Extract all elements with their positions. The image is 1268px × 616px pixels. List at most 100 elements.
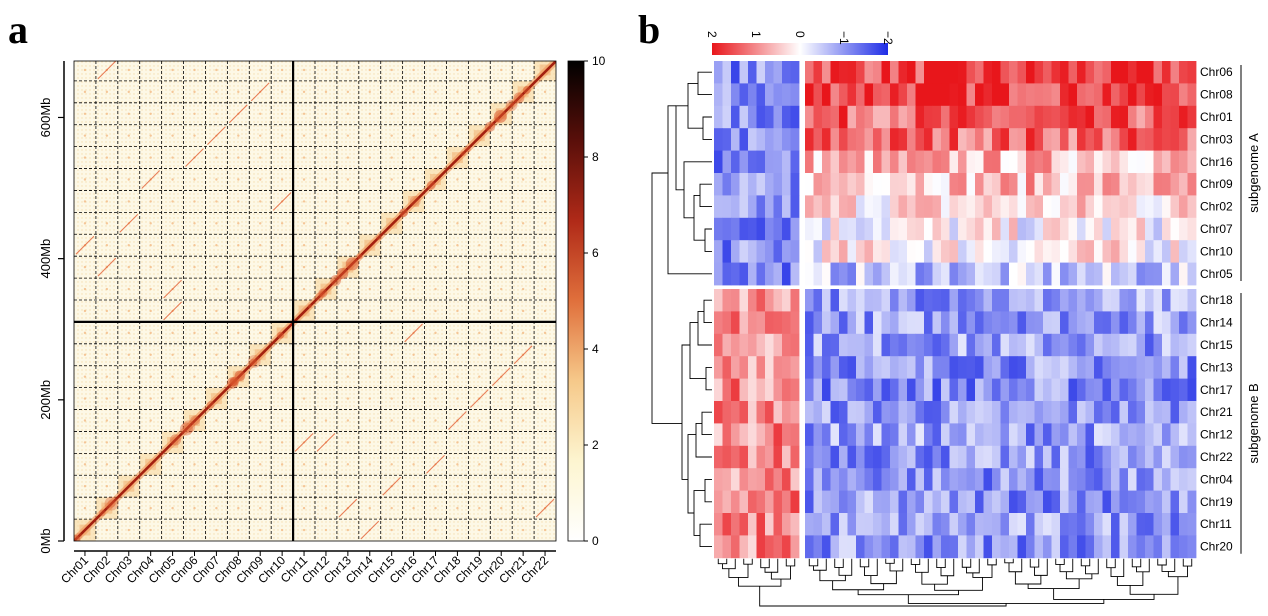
- heatmap-cell: [992, 490, 1001, 514]
- heatmap-cell: [1102, 490, 1112, 514]
- hic-interchrom-dot: [83, 485, 87, 488]
- heatmap-cell: [1068, 311, 1078, 335]
- heatmap-cell: [1077, 401, 1086, 424]
- heatmap-cell: [714, 217, 723, 241]
- heatmap-cell: [898, 535, 908, 559]
- hic-interchrom-dot: [521, 419, 525, 422]
- heatmap-cell: [907, 445, 916, 469]
- heatmap-cell: [1170, 195, 1180, 219]
- heatmap-cell: [1187, 83, 1197, 107]
- heatmap-cell: [1077, 333, 1086, 357]
- heatmap-cell: [765, 61, 774, 84]
- hic-diagonal-blob: [513, 92, 525, 104]
- heatmap-cell: [924, 356, 933, 379]
- heatmap-cell: [1162, 195, 1171, 219]
- heatmap-cell: [1051, 128, 1061, 151]
- heatmap-cell: [830, 445, 840, 469]
- heatmap-cell: [932, 240, 942, 263]
- heatmap-cell: [1187, 262, 1197, 286]
- heatmap-cell: [1034, 150, 1044, 174]
- heatmap-cell: [1051, 311, 1061, 335]
- hic-diagonal-blob: [234, 370, 246, 382]
- row-dendrogram-branch: [687, 82, 703, 129]
- hic-colorbar-tick-label: 10: [592, 54, 606, 68]
- heatmap-cell: [1094, 333, 1103, 357]
- row-dendrogram-branch: [697, 71, 712, 96]
- heatmap-cell: [1187, 61, 1197, 84]
- heatmap-cell: [822, 311, 831, 335]
- heatmap-cell: [790, 490, 800, 514]
- heatmap-cell: [1187, 513, 1197, 536]
- hic-interchrom-dot: [324, 331, 328, 335]
- heatmap-cell: [1162, 535, 1171, 559]
- heatmap-cell: [773, 535, 783, 559]
- heatmap-cell: [992, 468, 1001, 491]
- hic-interchrom-dot: [237, 134, 240, 137]
- hic-interchrom-dot: [237, 441, 240, 444]
- heatmap-cell: [1085, 535, 1095, 559]
- heatmap-cell: [1145, 468, 1154, 491]
- heatmap-cell: [941, 173, 950, 196]
- column-dendrogram-branch: [759, 586, 1007, 607]
- column-dendrogram-branch: [1055, 558, 1065, 565]
- heatmap-cell: [813, 401, 823, 424]
- heatmap-cell: [1145, 83, 1154, 107]
- hic-interchrom-dot: [302, 331, 306, 335]
- heatmap-cell: [1128, 105, 1137, 129]
- heatmap-cell: [731, 61, 740, 84]
- hic-interchrom-dot: [500, 441, 503, 444]
- heatmap-cell: [1085, 173, 1095, 196]
- hic-homeolog-streak: [163, 279, 182, 299]
- heatmap-cell: [1034, 105, 1044, 129]
- heatmap-cell: [714, 311, 723, 335]
- heatmap-cell: [1170, 61, 1180, 84]
- hic-interchrom-dot: [105, 134, 109, 137]
- heatmap-cell: [898, 356, 908, 379]
- heatmap-cell: [1077, 61, 1086, 84]
- heatmap-cell: [975, 468, 984, 491]
- heatmap-cell: [756, 356, 766, 379]
- heatmap-cell: [839, 490, 848, 514]
- heatmap-cell: [813, 535, 823, 559]
- hic-interchrom-dot: [302, 134, 306, 137]
- heatmap-cell: [983, 356, 993, 379]
- hic-interchrom-dot: [434, 485, 437, 488]
- heatmap-cell: [1017, 289, 1027, 312]
- heatmap-cell: [1043, 513, 1052, 536]
- expression-colorbar-tick-label: 0: [793, 31, 807, 38]
- heatmap-cell: [856, 490, 865, 514]
- heatmap-cell: [1128, 490, 1137, 514]
- heatmap-cell: [924, 150, 933, 174]
- heatmap-row-label: Chr04: [1200, 472, 1233, 486]
- heatmap-cell: [1119, 173, 1129, 196]
- heatmap-cell: [782, 378, 791, 402]
- hic-interchrom-dot: [434, 528, 437, 532]
- heatmap-cell: [856, 105, 865, 129]
- heatmap-cell: [1119, 423, 1129, 447]
- heatmap-cell: [1179, 240, 1188, 263]
- group-label: subgenome B: [1246, 383, 1261, 463]
- heatmap-cell: [1017, 356, 1027, 379]
- heatmap-cell: [805, 289, 814, 312]
- heatmap-cell: [992, 240, 1001, 263]
- hic-interchrom-dot: [149, 441, 152, 444]
- column-dendrogram-branch: [1014, 571, 1042, 585]
- hic-interchrom-dot: [83, 265, 87, 269]
- hic-interchrom-dot: [456, 309, 459, 313]
- heatmap-cell: [890, 311, 899, 335]
- heatmap-cell: [1119, 445, 1129, 469]
- hic-interchrom-dot: [171, 244, 174, 247]
- heatmap-cell: [765, 423, 774, 447]
- heatmap-cell: [1187, 356, 1197, 379]
- heatmap-cell: [1145, 289, 1154, 312]
- heatmap-cell: [1009, 468, 1018, 491]
- hic-interchrom-dot: [390, 178, 393, 181]
- heatmap-cell: [1051, 150, 1061, 174]
- heatmap-cell: [722, 150, 732, 174]
- hic-interchrom-dot: [280, 287, 284, 291]
- heatmap-cell: [1085, 356, 1095, 379]
- heatmap-cell: [1034, 83, 1044, 107]
- heatmap-cell: [1017, 423, 1027, 447]
- heatmap-cell: [748, 513, 757, 536]
- hic-interchrom-dot: [346, 68, 350, 72]
